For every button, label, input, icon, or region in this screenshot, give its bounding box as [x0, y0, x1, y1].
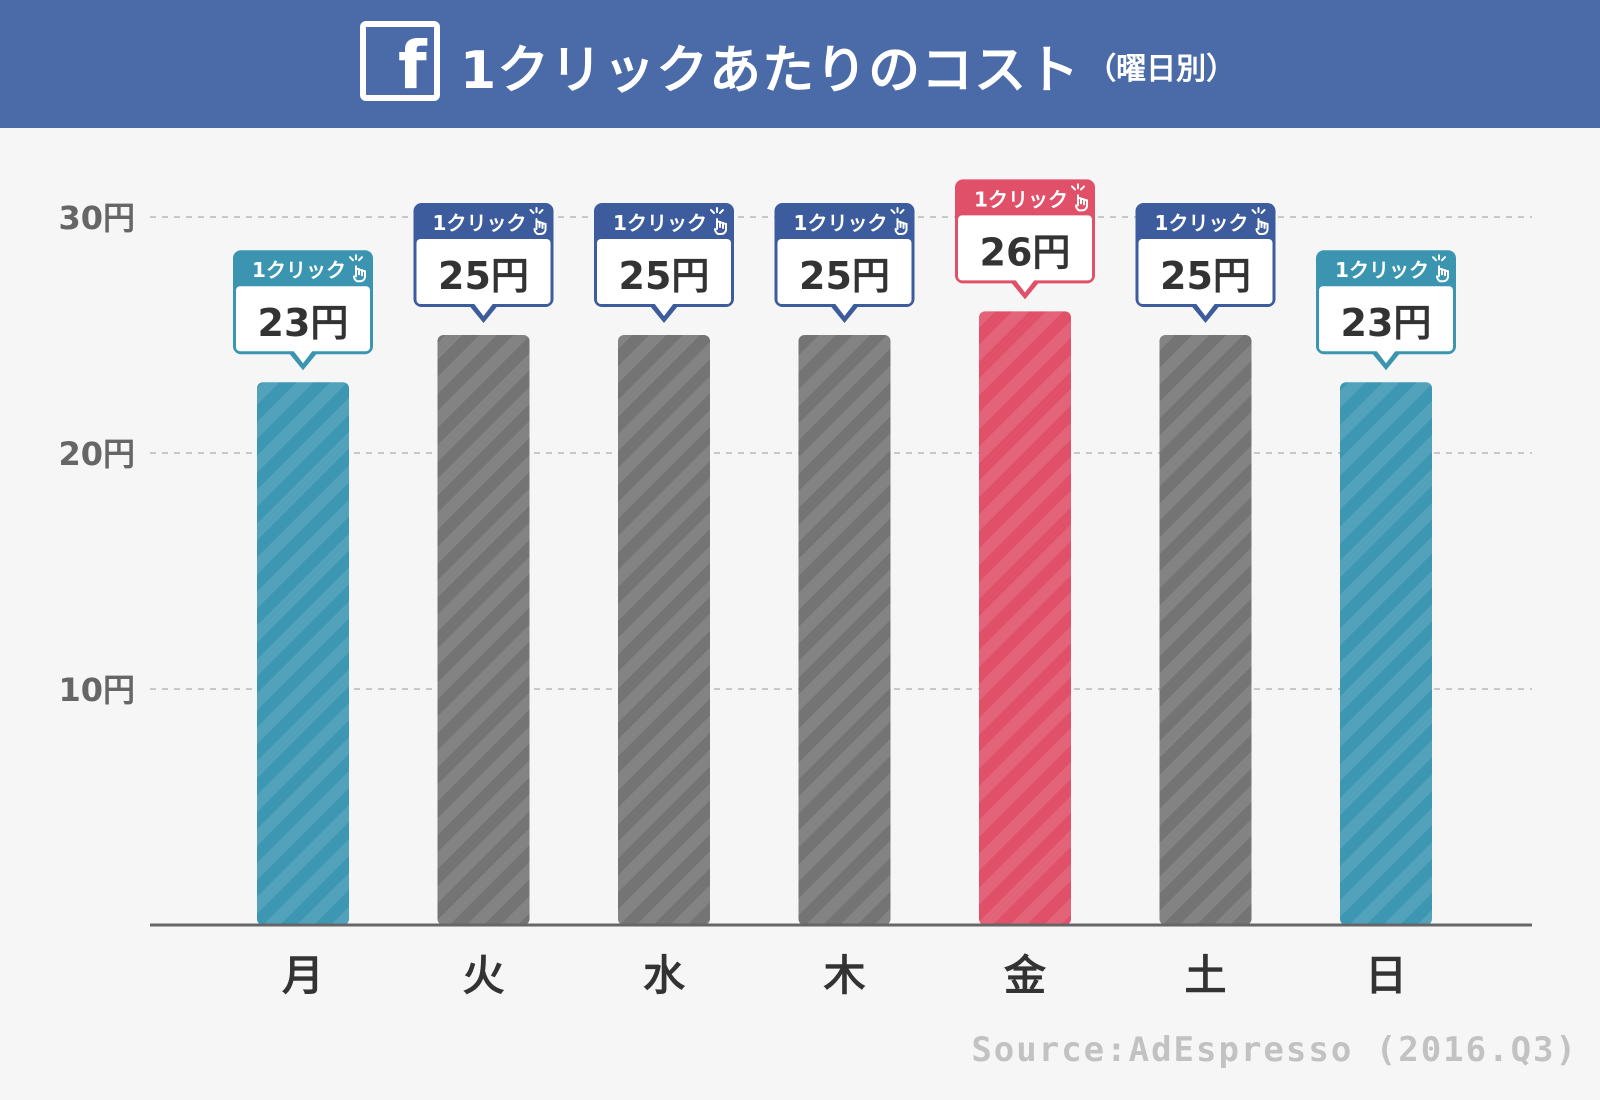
value-callout: 1クリック 25円	[413, 203, 554, 323]
x-tick-label: 月	[282, 951, 324, 1000]
bar-stripes	[798, 335, 891, 925]
callout-value: 25円	[619, 254, 710, 298]
callout-body	[1138, 239, 1273, 304]
callout-pointer-inner	[1195, 303, 1216, 316]
tap-hand-icon	[710, 207, 727, 235]
facebook-icon-letter: f	[398, 27, 427, 104]
x-tick-label: 火	[462, 951, 504, 1000]
value-callout: 1クリック 26円	[955, 179, 1095, 300]
callout-body	[416, 239, 551, 304]
facebook-icon: f	[360, 21, 440, 101]
chart-header: f 1クリックあたりのコスト （曜日別）	[0, 0, 1600, 128]
callout-pointer-inner	[293, 350, 313, 364]
callout-value: 25円	[799, 254, 890, 298]
callout-pointer-inner	[473, 303, 494, 316]
y-tick-label: 10円	[58, 671, 135, 709]
bar-stripes	[437, 335, 530, 925]
bar	[1159, 335, 1252, 925]
value-callout: 1クリック 25円	[774, 203, 915, 323]
bar-stripes	[618, 335, 710, 925]
value-callouts: 1クリック 23円 1クリック 25円 1クリック 25円 1クリック 25円 1クリック 26円…	[233, 179, 1456, 371]
tap-hand-icon	[1432, 254, 1449, 283]
bar	[798, 335, 891, 925]
value-callout: 1クリック 23円	[233, 250, 373, 371]
callout-caption: 1クリック	[974, 187, 1068, 211]
bar-stripes	[1159, 335, 1252, 925]
tap-hand-icon	[529, 207, 547, 235]
x-tick-label: 日	[1365, 951, 1407, 1000]
x-tick-label: 金	[1003, 951, 1047, 1000]
tap-hand-icon	[349, 254, 366, 283]
callout-value: 25円	[1160, 254, 1251, 298]
bars	[257, 311, 1432, 925]
bar	[1340, 382, 1432, 925]
callout-pointer-inner	[1015, 279, 1035, 293]
bar	[979, 311, 1071, 925]
value-callout: 1クリック 23円	[1316, 250, 1456, 371]
bar	[257, 382, 349, 925]
callout-caption: 1クリック	[613, 211, 707, 235]
callout-body	[236, 286, 370, 352]
chart-title-sub: （曜日別）	[1086, 51, 1237, 87]
x-tick-label: 土	[1184, 951, 1226, 1000]
callout-pointer-inner	[654, 303, 674, 316]
value-callout: 1クリック 25円	[594, 203, 734, 323]
callout-caption: 1クリック	[252, 258, 346, 282]
callout-caption: 1クリック	[1335, 258, 1429, 282]
value-callout: 1クリック 25円	[1135, 203, 1276, 323]
callout-caption: 1クリック	[433, 211, 527, 235]
callout-body	[777, 239, 912, 304]
callout-body	[597, 239, 731, 304]
x-tick-label: 木	[823, 951, 865, 1000]
bar-stripes	[1340, 382, 1432, 925]
callout-value: 23円	[1341, 301, 1432, 345]
callout-caption: 1クリック	[1155, 211, 1249, 235]
y-tick-label: 20円	[58, 435, 135, 473]
callout-value: 23円	[258, 301, 349, 345]
bar-stripes	[257, 382, 349, 925]
bar-stripes	[979, 311, 1071, 925]
callout-value: 25円	[438, 254, 529, 298]
tap-hand-icon	[1071, 183, 1088, 212]
bar	[437, 335, 530, 925]
callout-pointer-inner	[834, 303, 855, 316]
tap-hand-icon	[1251, 207, 1269, 235]
chart-title-main: 1クリックあたりのコスト	[460, 41, 1081, 101]
bar	[618, 335, 710, 925]
callout-caption: 1クリック	[794, 211, 888, 235]
callout-value: 26円	[980, 230, 1071, 274]
callout-pointer-inner	[1376, 350, 1396, 364]
callout-body	[958, 215, 1092, 281]
grid-lines	[150, 216, 1532, 690]
tap-hand-icon	[890, 207, 908, 235]
y-tick-label: 30円	[58, 199, 135, 237]
x-tick-label: 水	[643, 951, 686, 1000]
chart-title: 1クリックあたりのコスト （曜日別）	[460, 28, 1237, 101]
callout-body	[1319, 286, 1453, 352]
source-note: Source:AdEspresso (2016.Q3)	[971, 1030, 1578, 1070]
